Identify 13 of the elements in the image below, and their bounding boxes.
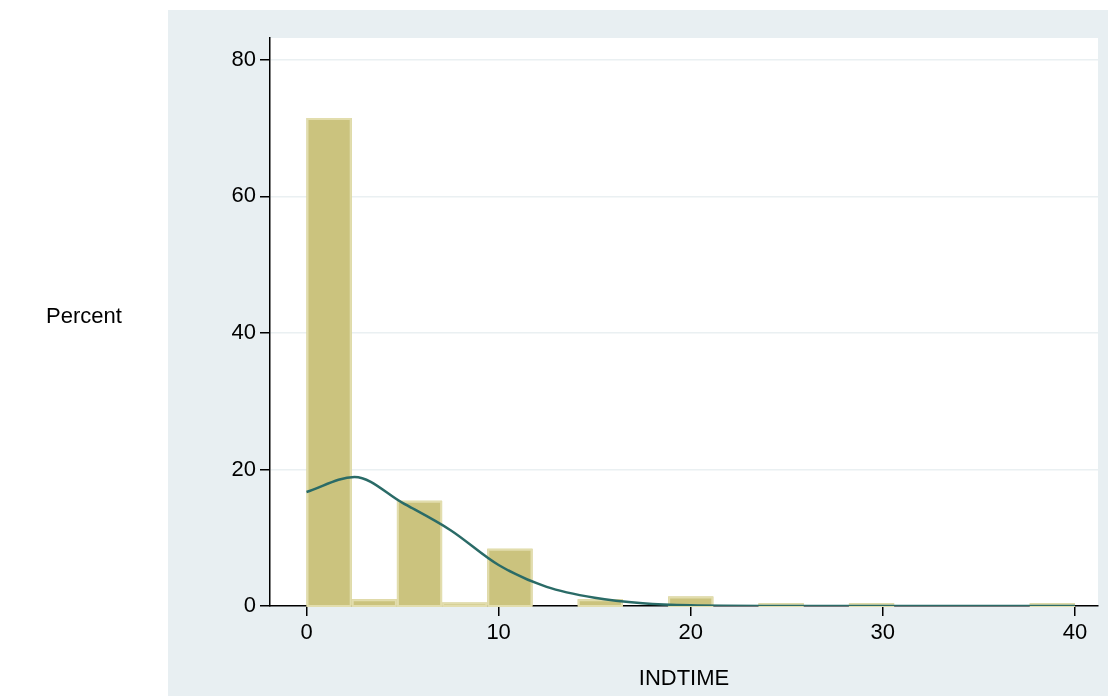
x-tick-label: 10 xyxy=(486,619,511,645)
x-tick-label: 20 xyxy=(678,619,703,645)
y-tick-label: 80 xyxy=(231,45,256,71)
y-tick-label: 60 xyxy=(231,182,256,208)
x-tick-label: 40 xyxy=(1062,619,1088,645)
x-tick-label: 30 xyxy=(870,619,896,645)
y-tick-label: 20 xyxy=(231,455,256,481)
y-tick-label: 40 xyxy=(231,318,256,344)
y-axis-title: Percent xyxy=(46,303,122,329)
x-axis-title: INDTIME xyxy=(638,664,730,690)
line-series xyxy=(305,475,1077,606)
x-tick-label: 0 xyxy=(300,619,313,645)
y-tick-label: 0 xyxy=(243,592,256,618)
